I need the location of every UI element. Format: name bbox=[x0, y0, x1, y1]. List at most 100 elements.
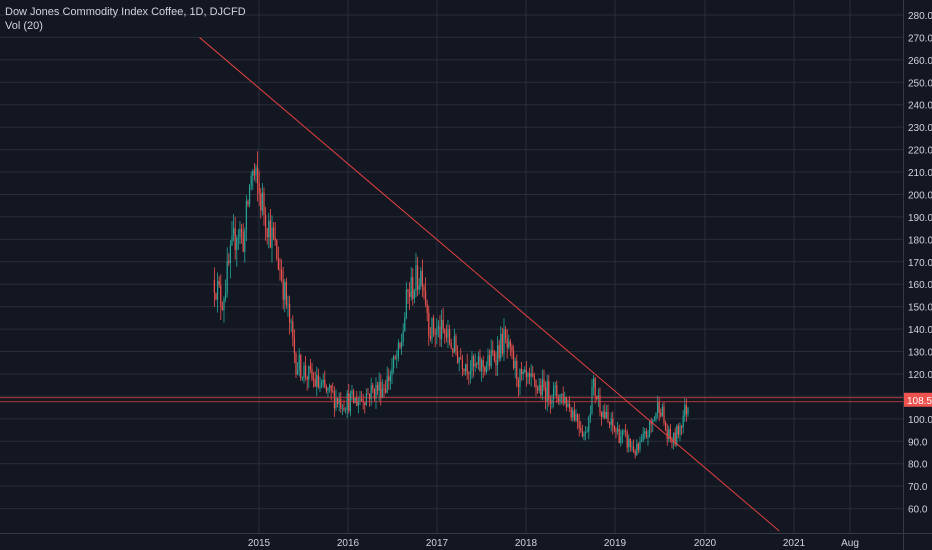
candle-body bbox=[288, 303, 291, 323]
candle-body bbox=[381, 388, 383, 398]
candle-body bbox=[324, 379, 326, 387]
candle-body bbox=[258, 183, 260, 194]
candle-body bbox=[541, 379, 543, 395]
candle-body bbox=[314, 379, 316, 387]
candle-body bbox=[370, 385, 372, 400]
price-tick-label: 250.0 bbox=[908, 78, 932, 89]
candle-body bbox=[389, 375, 391, 382]
candle-body bbox=[351, 390, 353, 395]
candle-body bbox=[332, 390, 334, 392]
candle-body bbox=[260, 193, 262, 211]
price-tick-label: 130.0 bbox=[908, 348, 932, 359]
candle-body bbox=[556, 385, 558, 398]
candle-body bbox=[437, 326, 439, 329]
candle-body bbox=[508, 341, 510, 348]
candle-body bbox=[383, 388, 385, 390]
price-tick-label: 140.0 bbox=[908, 325, 932, 336]
candle-body bbox=[450, 342, 452, 349]
candle-body bbox=[554, 385, 556, 387]
candle-body bbox=[261, 192, 263, 211]
candle-body bbox=[490, 350, 492, 367]
candle-body bbox=[213, 279, 215, 293]
candle-body bbox=[685, 404, 687, 414]
candle-body bbox=[452, 348, 454, 353]
time-tick-label: 2017 bbox=[426, 538, 449, 549]
price-tick-label: 150.0 bbox=[908, 303, 932, 314]
candle-body bbox=[653, 419, 655, 421]
candle-body bbox=[221, 306, 223, 311]
candle-body bbox=[226, 261, 228, 293]
candle-body bbox=[559, 394, 561, 402]
candle-body bbox=[380, 381, 382, 398]
candle-body bbox=[469, 370, 471, 374]
candle-body bbox=[504, 329, 507, 339]
candle-body bbox=[466, 364, 468, 374]
candle-body bbox=[498, 345, 500, 359]
candle-body bbox=[250, 175, 252, 186]
candle-body bbox=[455, 336, 457, 352]
candle-body bbox=[343, 408, 345, 410]
candle-body bbox=[620, 436, 622, 444]
candle-body bbox=[671, 438, 673, 444]
candle-body bbox=[407, 289, 409, 293]
candle-body bbox=[292, 321, 294, 338]
candle-body bbox=[424, 290, 427, 304]
candle-body bbox=[576, 414, 579, 422]
candle-body bbox=[640, 439, 643, 442]
candle-body bbox=[564, 396, 566, 404]
candle-body bbox=[364, 402, 366, 405]
candle-body bbox=[362, 399, 364, 403]
candle-body bbox=[375, 384, 377, 399]
candle-body bbox=[322, 379, 324, 383]
candle-body bbox=[484, 367, 486, 372]
candle-body bbox=[287, 303, 289, 305]
candle-body bbox=[244, 230, 246, 252]
candle-body bbox=[348, 393, 350, 412]
candle-body bbox=[274, 237, 276, 241]
candle-body bbox=[410, 277, 412, 297]
candle-body bbox=[296, 370, 299, 375]
candle-body bbox=[493, 353, 495, 361]
candle-body bbox=[391, 368, 393, 376]
candle-body bbox=[413, 290, 415, 299]
candle-body bbox=[568, 403, 571, 409]
candle-body bbox=[479, 356, 481, 372]
candle-body bbox=[434, 333, 436, 335]
volume-indicator-label[interactable]: Vol (20) bbox=[5, 20, 43, 32]
price-tick-label: 80.0 bbox=[908, 460, 928, 471]
candle-body bbox=[652, 420, 654, 424]
candle-body bbox=[304, 365, 307, 377]
candle-body bbox=[468, 373, 470, 375]
candle-body bbox=[284, 281, 286, 300]
candle-body bbox=[335, 397, 337, 409]
candle-body bbox=[583, 433, 585, 437]
candle-body bbox=[224, 292, 227, 299]
candle-body bbox=[532, 373, 534, 377]
candle-body bbox=[672, 432, 675, 444]
trendline[interactable] bbox=[199, 37, 780, 532]
candle-body bbox=[573, 410, 575, 421]
candle-body bbox=[503, 329, 505, 354]
candle-body bbox=[522, 371, 524, 374]
candle-body bbox=[572, 410, 574, 418]
candle-body bbox=[234, 228, 236, 251]
candle-body bbox=[632, 446, 635, 452]
candle-body bbox=[311, 368, 313, 379]
candle-body bbox=[519, 368, 521, 388]
candle-body bbox=[512, 351, 515, 369]
price-tick-label: 210.0 bbox=[908, 168, 932, 179]
candle-body bbox=[445, 333, 447, 338]
symbol-title[interactable]: Dow Jones Commodity Index Coffee, 1D, DJ… bbox=[5, 6, 246, 18]
candle-body bbox=[592, 378, 595, 388]
candle-body bbox=[423, 286, 425, 291]
candle-body bbox=[543, 379, 545, 388]
candle-body bbox=[376, 384, 379, 391]
candle-body bbox=[581, 431, 583, 437]
candle-body bbox=[538, 385, 540, 391]
price-tick-label: 260.0 bbox=[908, 56, 932, 67]
time-tick-label: 2019 bbox=[604, 538, 627, 549]
candle-body bbox=[676, 425, 678, 445]
candle-body bbox=[626, 432, 628, 448]
